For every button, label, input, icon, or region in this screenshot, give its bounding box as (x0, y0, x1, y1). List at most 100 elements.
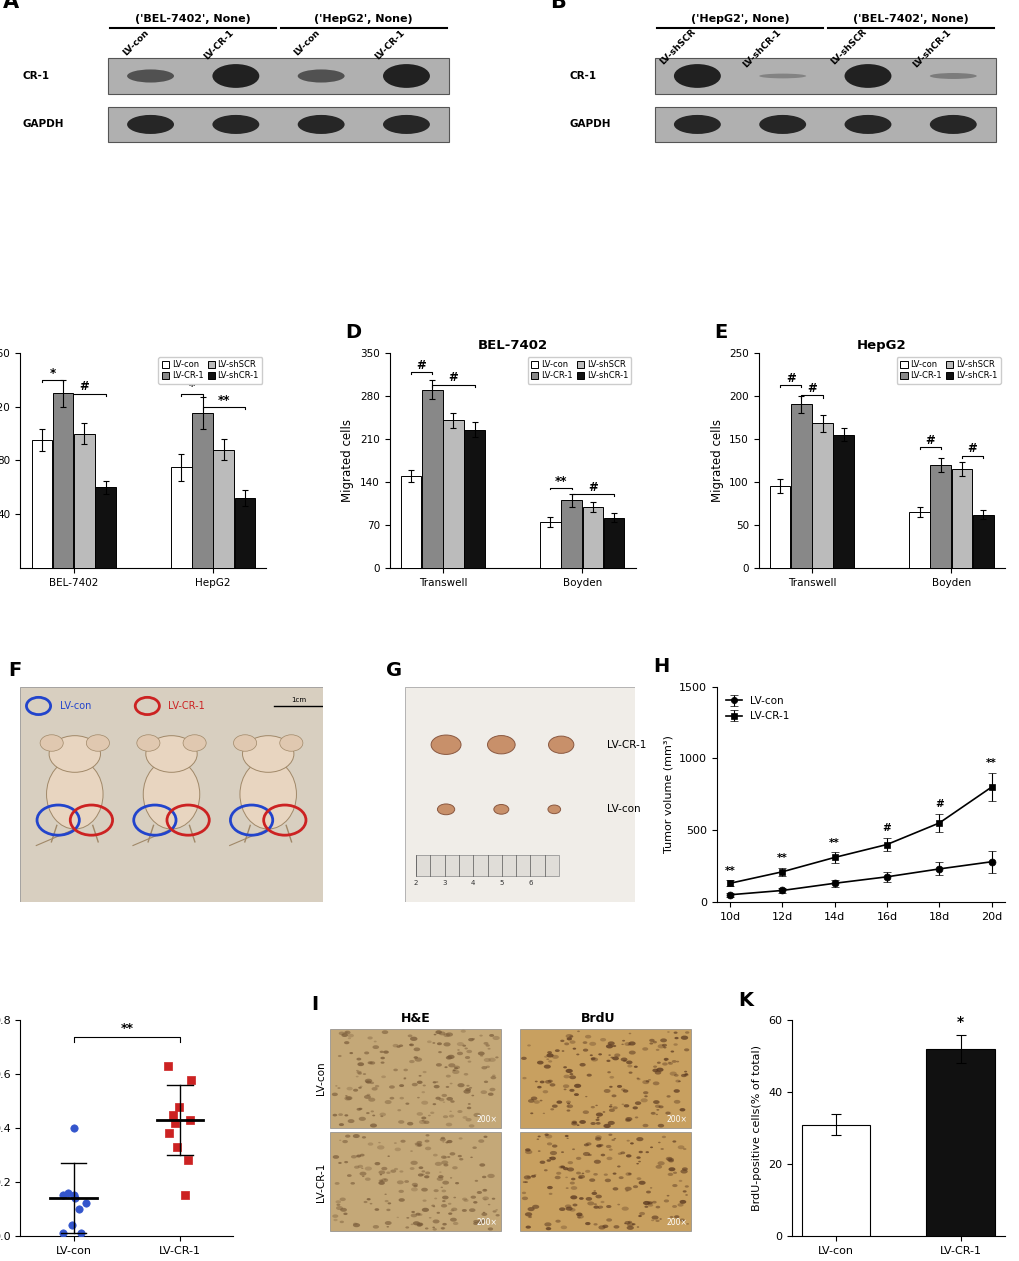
Circle shape (621, 1103, 624, 1105)
Circle shape (459, 1137, 463, 1140)
Text: *: * (189, 381, 195, 393)
Circle shape (602, 1111, 604, 1112)
Circle shape (415, 1213, 420, 1216)
Circle shape (598, 1144, 603, 1146)
Circle shape (435, 1030, 441, 1034)
Circle shape (363, 1073, 366, 1076)
Circle shape (332, 1155, 339, 1159)
Circle shape (492, 1211, 496, 1213)
Circle shape (478, 1140, 484, 1142)
Circle shape (49, 735, 101, 772)
Circle shape (358, 1087, 362, 1088)
Circle shape (636, 1156, 640, 1159)
Circle shape (651, 1216, 658, 1219)
Point (55, 1223, 71, 1243)
Ellipse shape (929, 73, 976, 79)
Circle shape (663, 1199, 668, 1203)
Circle shape (522, 1197, 528, 1200)
Circle shape (442, 1141, 444, 1142)
Circle shape (669, 1050, 674, 1053)
Circle shape (233, 735, 257, 752)
Circle shape (608, 1108, 614, 1112)
Circle shape (445, 1074, 450, 1078)
Bar (422, 390, 442, 569)
Circle shape (367, 1037, 372, 1039)
Circle shape (421, 1116, 426, 1120)
Circle shape (333, 1218, 337, 1221)
Circle shape (405, 1227, 409, 1228)
Circle shape (551, 1145, 557, 1148)
Circle shape (378, 1170, 385, 1174)
Circle shape (667, 1062, 671, 1063)
Circle shape (336, 1204, 340, 1206)
Circle shape (435, 1081, 438, 1083)
Text: #: # (924, 434, 934, 446)
Circle shape (608, 1106, 611, 1107)
Circle shape (628, 1072, 632, 1074)
Circle shape (675, 1079, 680, 1082)
Circle shape (489, 1034, 493, 1037)
Ellipse shape (929, 115, 976, 134)
Circle shape (562, 1074, 570, 1078)
Circle shape (525, 1226, 531, 1228)
Circle shape (466, 1084, 469, 1087)
Circle shape (410, 1150, 413, 1151)
Circle shape (418, 1213, 422, 1216)
Circle shape (525, 1150, 532, 1154)
Circle shape (411, 1223, 413, 1226)
Circle shape (440, 1204, 446, 1208)
Circle shape (447, 1212, 451, 1214)
Circle shape (683, 1148, 686, 1150)
Circle shape (537, 1086, 541, 1088)
Circle shape (463, 1199, 468, 1202)
Circle shape (365, 1081, 369, 1083)
Circle shape (634, 1101, 641, 1105)
Circle shape (677, 1203, 683, 1207)
Circle shape (413, 1048, 420, 1052)
Circle shape (652, 1066, 656, 1068)
Circle shape (487, 1048, 490, 1049)
Circle shape (570, 1182, 575, 1184)
Text: **: ** (217, 393, 230, 407)
Circle shape (366, 1093, 370, 1096)
Ellipse shape (844, 115, 891, 134)
Circle shape (410, 1160, 418, 1165)
Circle shape (421, 1174, 424, 1175)
Circle shape (483, 1136, 487, 1137)
Circle shape (624, 1223, 626, 1224)
Circle shape (358, 1072, 362, 1074)
Circle shape (398, 1198, 405, 1202)
Circle shape (642, 1047, 648, 1050)
Circle shape (432, 1042, 435, 1044)
Circle shape (438, 1052, 441, 1053)
Circle shape (462, 1209, 467, 1212)
Circle shape (383, 1179, 386, 1180)
Circle shape (428, 1217, 431, 1218)
Circle shape (469, 1087, 472, 1088)
Circle shape (404, 1077, 406, 1079)
Circle shape (530, 1097, 537, 1101)
Circle shape (397, 1110, 400, 1111)
Circle shape (623, 1090, 628, 1093)
Circle shape (393, 1142, 396, 1144)
Circle shape (409, 1044, 414, 1047)
Circle shape (343, 1213, 347, 1216)
Circle shape (543, 1064, 550, 1068)
Circle shape (656, 1062, 660, 1064)
Bar (951, 469, 971, 569)
Circle shape (457, 1049, 460, 1050)
Circle shape (638, 1214, 641, 1217)
Circle shape (483, 1058, 490, 1062)
Circle shape (421, 1170, 425, 1173)
Circle shape (471, 1038, 475, 1040)
Text: D: D (344, 323, 361, 342)
Circle shape (544, 1134, 548, 1136)
Circle shape (636, 1077, 639, 1079)
Circle shape (384, 1194, 386, 1195)
Circle shape (182, 735, 206, 752)
Point (182, 1110, 199, 1130)
Circle shape (600, 1154, 604, 1156)
Circle shape (667, 1062, 673, 1064)
Circle shape (461, 1030, 466, 1033)
Circle shape (337, 1087, 340, 1090)
